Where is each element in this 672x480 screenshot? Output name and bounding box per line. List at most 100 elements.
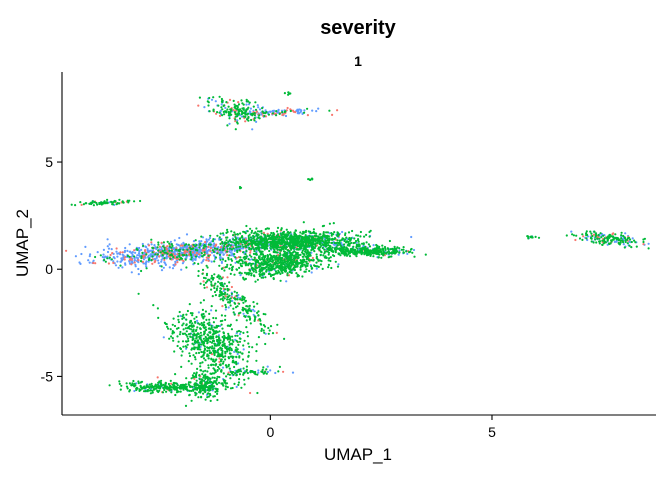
point-group-blue [134, 251, 137, 254]
point-group-green [203, 283, 206, 286]
point-group-green [199, 348, 202, 351]
point-group-green [283, 110, 286, 113]
point-group-green [334, 260, 337, 263]
point-group-green [202, 246, 205, 250]
point-group-red [205, 256, 208, 259]
point-group-blue [207, 238, 210, 241]
point-group-green [380, 251, 383, 255]
point-group-blue [87, 259, 90, 262]
point-group-green [308, 234, 311, 237]
point-group-green [270, 231, 273, 235]
point-group-green [233, 231, 236, 234]
point-group-green [245, 305, 248, 308]
point-group-green [216, 252, 219, 255]
point-group-green [229, 370, 232, 373]
point-group-green [157, 381, 160, 384]
point-group-green [304, 255, 308, 258]
point-group-green [222, 247, 225, 250]
point-group-green [299, 253, 302, 256]
point-group-green [164, 251, 167, 254]
point-group-green [249, 322, 252, 325]
point-group-green [281, 256, 284, 259]
point-group-green [196, 339, 200, 342]
point-group-green [630, 246, 633, 249]
point-group-green [277, 259, 280, 262]
point-group-green [229, 111, 232, 114]
point-group-green [296, 243, 299, 246]
point-group-green [248, 304, 251, 307]
point-group-green [196, 332, 199, 335]
point-group-green [248, 248, 251, 251]
point-group-green [621, 239, 624, 242]
point-group-green [235, 346, 238, 349]
point-group-green [355, 252, 359, 255]
point-group-green [283, 259, 286, 262]
point-group-blue [214, 100, 217, 103]
point-group-green [348, 252, 351, 255]
point-group-green [219, 298, 222, 301]
point-group-green [366, 247, 369, 250]
point-group-green [285, 269, 288, 273]
point-group-green [290, 234, 293, 237]
point-group-green [70, 203, 73, 206]
point-group-blue [284, 114, 288, 118]
point-group-green [118, 382, 121, 385]
point-group-green [188, 354, 192, 358]
point-group-green [178, 252, 181, 255]
point-group-red [145, 251, 148, 254]
point-group-green [226, 263, 229, 266]
point-group-green [173, 386, 176, 389]
point-group-green [242, 309, 245, 312]
point-group-blue [333, 243, 336, 246]
point-group-green [239, 298, 242, 301]
point-group-green [314, 243, 317, 247]
point-group-red [176, 253, 179, 256]
point-group-green [217, 324, 220, 328]
point-group-green [622, 234, 625, 238]
point-group-blue [239, 274, 242, 277]
point-group-green [241, 235, 244, 238]
point-group-green [256, 302, 259, 305]
point-group-blue [303, 109, 306, 112]
point-group-green [302, 252, 305, 255]
point-group-green [585, 230, 588, 233]
point-group-blue [210, 98, 214, 101]
point-group-green [288, 270, 291, 273]
point-group-green [189, 247, 193, 251]
point-group-red [244, 120, 247, 123]
point-group-green [203, 315, 206, 318]
point-group-green [219, 242, 222, 245]
point-group-green [188, 389, 191, 392]
point-group-blue [74, 255, 77, 258]
point-group-green [345, 240, 349, 243]
point-group-green [208, 278, 211, 281]
point-group-red [286, 106, 289, 110]
point-group-green [247, 377, 250, 380]
point-group-green [240, 240, 243, 243]
point-group-blue [210, 260, 213, 263]
point-group-green [612, 238, 615, 241]
point-group-green [322, 224, 326, 227]
point-group-green [152, 387, 156, 391]
point-group-blue [117, 266, 120, 269]
point-group-green [251, 370, 254, 373]
point-group-green [311, 242, 314, 245]
point-group-green [138, 388, 141, 391]
point-group-green [249, 317, 252, 320]
point-group-green [220, 287, 223, 290]
point-group-green [220, 323, 223, 326]
point-group-blue [220, 261, 223, 264]
point-group-green [161, 254, 164, 257]
point-group-blue [257, 371, 260, 374]
point-group-green [239, 245, 242, 248]
point-group-green [299, 268, 302, 271]
point-group-green [141, 251, 144, 254]
point-group-green [602, 234, 605, 237]
point-group-blue [410, 235, 413, 239]
point-group-green [325, 241, 328, 244]
point-group-green [202, 374, 206, 377]
point-group-green [216, 234, 219, 237]
point-group-green [305, 248, 308, 251]
point-group-green [291, 253, 294, 256]
point-group-green [99, 254, 102, 257]
